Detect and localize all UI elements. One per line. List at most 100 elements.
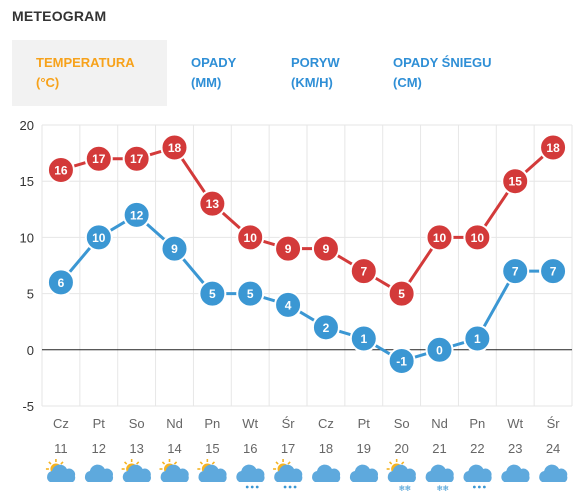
data-label-1: 12 (130, 208, 144, 222)
sun-ray (211, 461, 215, 465)
x-tick-date-label: 14 (167, 441, 181, 456)
data-label-0: 10 (433, 231, 447, 245)
sun-ray (287, 461, 291, 465)
sun-cloud-rain-icon (273, 459, 303, 489)
data-label-1: 2 (323, 321, 330, 335)
data-point-1 (539, 257, 568, 286)
y-tick-label: 0 (27, 343, 34, 358)
sun-ray (48, 461, 52, 465)
y-tick-label: -5 (22, 399, 34, 414)
rain-drop (472, 485, 476, 489)
cloud-icon (501, 464, 530, 482)
cloud-icon (349, 464, 379, 482)
data-label-0: 9 (285, 242, 292, 256)
tab-gust-label: PORYW (291, 55, 340, 70)
tab-bar: TEMPERATURA (°C) OPADY (MM) PORYW (KM/H)… (12, 40, 579, 106)
data-label-0: 13 (206, 197, 220, 211)
sun-ray (275, 461, 279, 465)
x-tick-date-label: 22 (470, 441, 484, 456)
data-label-0: 17 (130, 152, 144, 166)
cloud-snow-icon: ❄ ❄ (425, 464, 454, 493)
tab-temperature-label: TEMPERATURA (36, 55, 135, 70)
data-point-0 (122, 144, 151, 173)
data-label-0: 5 (398, 287, 405, 301)
x-tick-day-label: So (129, 416, 145, 431)
x-tick-day-label: Cz (53, 416, 69, 431)
rain-drop (250, 485, 254, 489)
data-point-1 (463, 324, 492, 353)
tab-snowfall-unit: (CM) (393, 75, 422, 90)
data-point-1 (274, 290, 303, 319)
cloud-icon (84, 464, 114, 482)
data-label-1: 1 (360, 332, 367, 346)
tab-precipitation-label: OPADY (191, 55, 237, 70)
data-label-0: 16 (54, 163, 68, 177)
x-tick-date-label: 16 (243, 441, 257, 456)
cloud-shape (84, 464, 114, 482)
data-label-0: 18 (168, 141, 182, 155)
cloud-rain-icon (236, 464, 265, 489)
x-tick-date-label: 11 (54, 441, 68, 456)
x-tick-day-label: Pt (93, 416, 106, 431)
data-point-0 (311, 234, 340, 263)
data-point-1 (236, 279, 265, 308)
x-tick-date-label: 15 (205, 441, 219, 456)
data-point-1 (387, 347, 416, 376)
sun-ray (161, 461, 166, 465)
sun-ray (173, 461, 178, 465)
cloud-shape (501, 464, 530, 482)
x-tick-date-label: 18 (319, 441, 333, 456)
tab-gust[interactable]: PORYW (KM/H) (267, 40, 368, 106)
tab-precipitation[interactable]: OPADY (MM) (167, 40, 267, 106)
sun-cloud-icon (45, 459, 76, 482)
data-point-0 (160, 133, 189, 162)
data-label-0: 17 (92, 152, 106, 166)
x-tick-date-label: 12 (92, 441, 106, 456)
data-label-1: 1 (474, 332, 481, 346)
y-tick-label: 20 (20, 118, 34, 133)
snowflake: ❄ (437, 484, 444, 493)
sun-cloud-icon (121, 459, 151, 482)
x-tick-date-label: 21 (432, 441, 446, 456)
y-tick-label: 15 (20, 174, 34, 189)
cloud-shape (160, 464, 189, 482)
cloud-icon (539, 464, 568, 482)
x-tick-date-label: 20 (394, 441, 408, 456)
x-tick-day-label: Śr (282, 416, 296, 431)
data-label-0: 15 (509, 175, 523, 189)
x-tick-date-label: 13 (129, 441, 143, 456)
tab-snowfall-label: OPADY ŚNIEGU (393, 55, 492, 70)
data-label-0: 10 (471, 231, 485, 245)
tab-snowfall[interactable]: OPADY ŚNIEGU (CM) (369, 40, 519, 106)
data-point-0 (501, 167, 530, 196)
sun-ray (124, 461, 128, 465)
cloud-shape (198, 464, 227, 482)
y-tick-label: 5 (27, 287, 34, 302)
sun-ray (401, 461, 405, 465)
data-label-1: 5 (247, 287, 254, 301)
data-label-1: 7 (512, 265, 519, 279)
data-label-1: 6 (58, 276, 65, 290)
data-point-1 (46, 268, 75, 297)
data-label-1: 5 (209, 287, 216, 301)
data-point-0 (387, 279, 416, 308)
sun-ray (199, 461, 203, 465)
data-point-0 (198, 189, 227, 218)
data-label-0: 18 (546, 141, 560, 155)
snowflake: ❄ (443, 484, 450, 493)
rain-drop (283, 485, 287, 489)
cloud-shape (122, 464, 151, 482)
x-tick-date-label: 19 (357, 441, 371, 456)
x-tick-day-label: So (394, 416, 410, 431)
cloud-shape (463, 464, 492, 482)
data-point-1 (311, 313, 340, 342)
data-point-0 (84, 144, 113, 173)
tab-temperature[interactable]: TEMPERATURA (°C) (12, 40, 167, 106)
data-point-0 (539, 133, 568, 162)
data-point-1 (84, 223, 113, 252)
x-tick-day-label: Nd (431, 416, 448, 431)
x-tick-day-label: Cz (318, 416, 334, 431)
data-point-1 (198, 279, 227, 308)
sun-cloud-icon (197, 459, 227, 482)
tab-precipitation-unit: (MM) (191, 75, 222, 90)
